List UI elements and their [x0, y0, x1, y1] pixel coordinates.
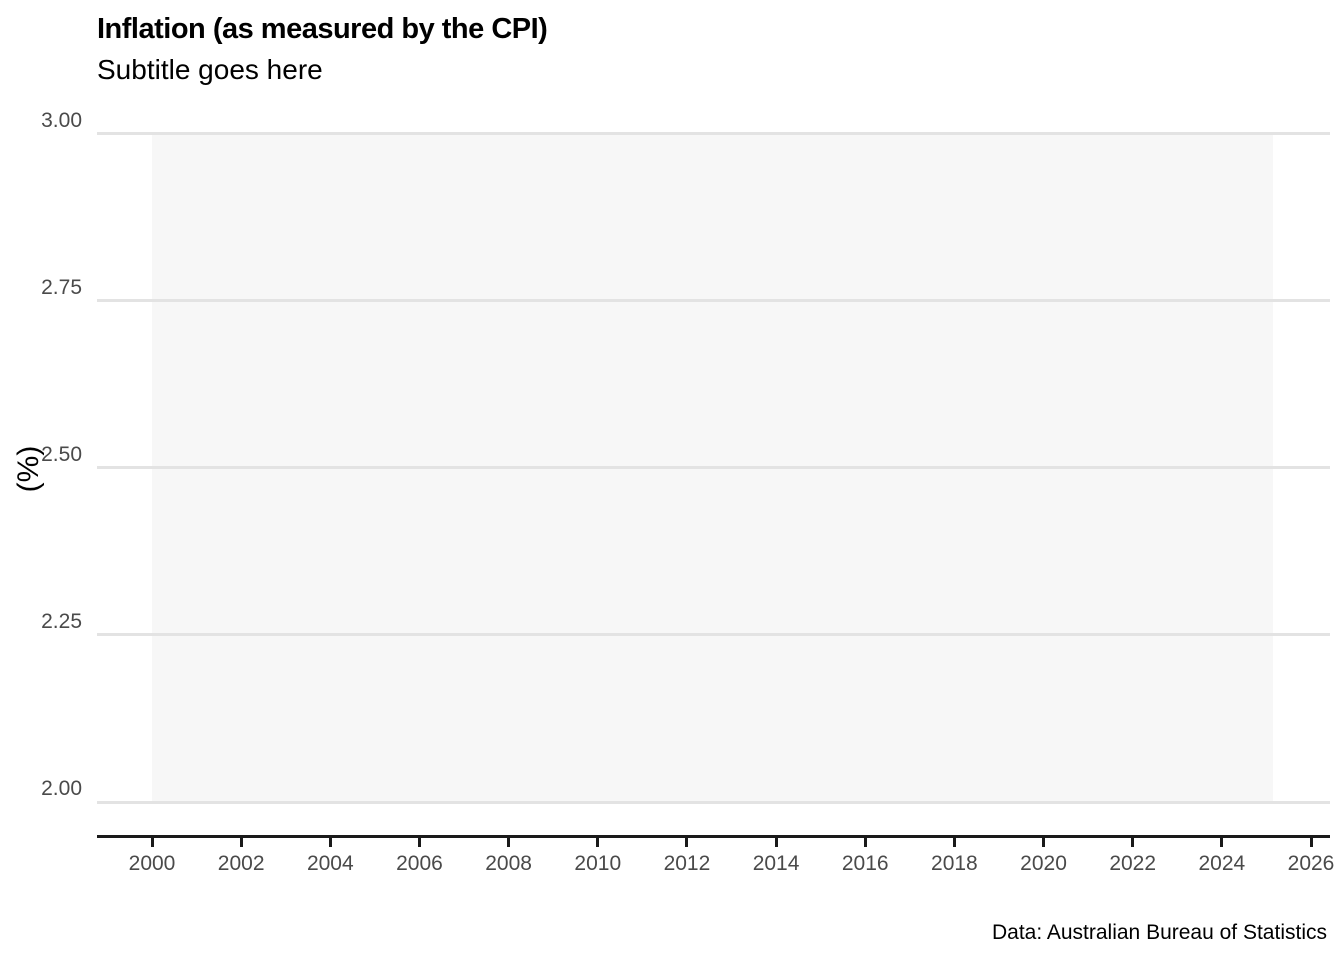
x-tick-label: 2002 — [217, 852, 265, 875]
x-tick-mark — [417, 838, 421, 847]
x-tick-label: 2022 — [1109, 852, 1157, 875]
y-gridline — [97, 633, 1330, 637]
x-tick-label: 2018 — [931, 852, 978, 875]
x-tick-label: 2012 — [663, 852, 711, 875]
x-tick-label: 2026 — [1287, 852, 1335, 875]
x-tick-label: 2014 — [752, 852, 800, 875]
x-tick-mark — [685, 838, 689, 847]
chart-title: Inflation (as measured by the CPI) — [97, 13, 548, 45]
x-tick-mark — [1220, 838, 1224, 847]
y-tick-label: 2.75 — [41, 275, 82, 299]
x-tick-mark — [507, 838, 511, 847]
x-tick-mark — [328, 838, 332, 847]
chart-caption: Data: Australian Bureau of Statistics — [991, 921, 1327, 944]
x-tick-mark — [774, 838, 778, 847]
x-tick-mark — [863, 838, 867, 847]
x-tick-label: 2020 — [1020, 852, 1067, 875]
x-tick-label: 2024 — [1198, 852, 1246, 875]
x-tick-mark — [1042, 838, 1046, 847]
y-tick-label: 2.00 — [41, 777, 82, 800]
x-tick-mark — [150, 838, 154, 847]
y-tick-label: 3.00 — [41, 108, 82, 132]
x-tick-label: 2000 — [128, 852, 176, 875]
x-tick-mark — [239, 838, 243, 847]
y-gridline — [97, 299, 1330, 303]
x-tick-mark — [596, 838, 600, 847]
y-gridline — [97, 132, 1330, 135]
x-axis-line — [97, 835, 1330, 838]
x-tick-label: 2004 — [306, 852, 354, 875]
x-tick-mark — [952, 838, 956, 847]
y-gridline — [97, 800, 1330, 804]
y-gridline — [97, 466, 1330, 470]
x-tick-label: 2008 — [485, 852, 532, 875]
y-tick-label: 2.50 — [41, 442, 82, 466]
x-tick-label: 2016 — [841, 852, 889, 875]
x-tick-mark — [1131, 838, 1135, 847]
x-tick-mark — [1309, 838, 1313, 847]
y-tick-label: 2.25 — [41, 609, 82, 633]
x-tick-label: 2006 — [396, 852, 443, 875]
chart-subtitle: Subtitle goes here — [97, 54, 323, 85]
x-tick-label: 2010 — [574, 852, 622, 875]
